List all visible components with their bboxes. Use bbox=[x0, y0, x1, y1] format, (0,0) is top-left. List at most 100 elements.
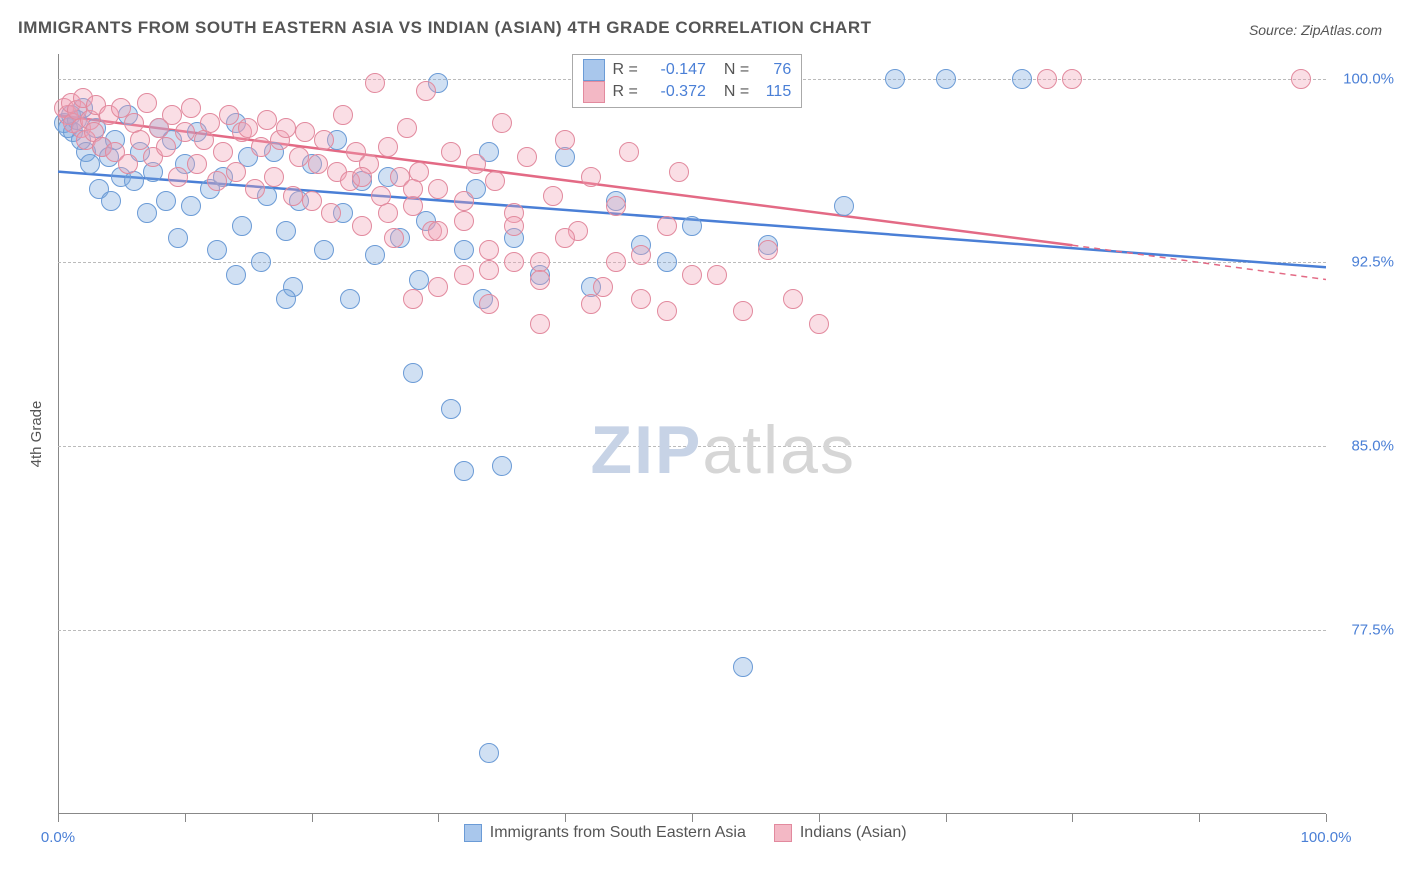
data-point bbox=[606, 196, 626, 216]
data-point bbox=[454, 461, 474, 481]
x-tick bbox=[692, 814, 693, 822]
data-point bbox=[416, 81, 436, 101]
x-tick bbox=[1326, 814, 1327, 822]
legend-label: Immigrants from South Eastern Asia bbox=[490, 824, 746, 842]
data-point bbox=[479, 294, 499, 314]
data-point bbox=[207, 240, 227, 260]
data-point bbox=[314, 130, 334, 150]
data-point bbox=[251, 252, 271, 272]
data-point bbox=[1291, 69, 1311, 89]
data-point bbox=[657, 252, 677, 272]
data-point bbox=[168, 167, 188, 187]
data-point bbox=[657, 301, 677, 321]
data-point bbox=[308, 154, 328, 174]
data-point bbox=[485, 171, 505, 191]
chart-svg-layer bbox=[58, 54, 1326, 814]
data-point bbox=[707, 265, 727, 285]
gridline bbox=[58, 262, 1326, 263]
data-point bbox=[733, 301, 753, 321]
data-point bbox=[403, 196, 423, 216]
data-point bbox=[492, 456, 512, 476]
data-point bbox=[257, 110, 277, 130]
data-point bbox=[352, 216, 372, 236]
data-point bbox=[137, 203, 157, 223]
data-point bbox=[207, 171, 227, 191]
data-point bbox=[403, 289, 423, 309]
chart-title: IMMIGRANTS FROM SOUTH EASTERN ASIA VS IN… bbox=[18, 18, 871, 38]
data-point bbox=[936, 69, 956, 89]
gridline bbox=[58, 630, 1326, 631]
legend-r-value: -0.147 bbox=[646, 61, 706, 79]
data-point bbox=[124, 171, 144, 191]
data-point bbox=[156, 137, 176, 157]
data-point bbox=[378, 137, 398, 157]
data-point bbox=[333, 105, 353, 125]
data-point bbox=[283, 186, 303, 206]
data-point bbox=[631, 289, 651, 309]
gridline bbox=[58, 446, 1326, 447]
legend-swatch bbox=[464, 824, 482, 842]
y-tick-label: 77.5% bbox=[1351, 622, 1394, 639]
x-tick bbox=[819, 814, 820, 822]
data-point bbox=[384, 228, 404, 248]
data-point bbox=[783, 289, 803, 309]
data-point bbox=[289, 147, 309, 167]
legend-item: Immigrants from South Eastern Asia bbox=[464, 824, 746, 842]
data-point bbox=[213, 142, 233, 162]
legend-item: Indians (Asian) bbox=[774, 824, 907, 842]
data-point bbox=[162, 105, 182, 125]
x-tick bbox=[185, 814, 186, 822]
legend-label: Indians (Asian) bbox=[800, 824, 907, 842]
x-tick bbox=[565, 814, 566, 822]
data-point bbox=[276, 118, 296, 138]
y-axis-title: 4th Grade bbox=[28, 401, 45, 468]
data-point bbox=[555, 130, 575, 150]
data-point bbox=[101, 191, 121, 211]
data-point bbox=[454, 191, 474, 211]
data-point bbox=[809, 314, 829, 334]
data-point bbox=[403, 363, 423, 383]
data-point bbox=[454, 211, 474, 231]
legend-swatch bbox=[774, 824, 792, 842]
data-point bbox=[181, 196, 201, 216]
data-point bbox=[352, 167, 372, 187]
data-point bbox=[409, 270, 429, 290]
x-tick bbox=[58, 814, 59, 822]
data-point bbox=[555, 228, 575, 248]
x-tick-label: 100.0% bbox=[1301, 829, 1352, 846]
data-point bbox=[834, 196, 854, 216]
legend-row: R =-0.147N =76 bbox=[583, 59, 792, 81]
data-point bbox=[530, 314, 550, 334]
data-point bbox=[504, 216, 524, 236]
legend-swatch bbox=[583, 59, 605, 81]
y-tick-label: 100.0% bbox=[1343, 70, 1394, 87]
data-point bbox=[168, 228, 188, 248]
data-point bbox=[581, 167, 601, 187]
data-point bbox=[543, 186, 563, 206]
data-point bbox=[137, 93, 157, 113]
data-point bbox=[479, 240, 499, 260]
data-point bbox=[682, 265, 702, 285]
series-legend: Immigrants from South Eastern Asia Indian… bbox=[464, 824, 907, 842]
data-point bbox=[187, 154, 207, 174]
data-point bbox=[657, 216, 677, 236]
data-point bbox=[118, 154, 138, 174]
x-tick bbox=[1072, 814, 1073, 822]
data-point bbox=[593, 277, 613, 297]
data-point bbox=[1012, 69, 1032, 89]
data-point bbox=[219, 105, 239, 125]
source-attribution: Source: ZipAtlas.com bbox=[1249, 22, 1382, 38]
data-point bbox=[733, 657, 753, 677]
data-point bbox=[479, 260, 499, 280]
data-point bbox=[130, 130, 150, 150]
data-point bbox=[492, 113, 512, 133]
y-axis-line bbox=[58, 54, 59, 814]
data-point bbox=[232, 216, 252, 236]
data-point bbox=[428, 179, 448, 199]
data-point bbox=[200, 113, 220, 133]
data-point bbox=[619, 142, 639, 162]
data-point bbox=[251, 137, 271, 157]
data-point bbox=[631, 245, 651, 265]
legend-swatch bbox=[583, 81, 605, 103]
data-point bbox=[428, 221, 448, 241]
